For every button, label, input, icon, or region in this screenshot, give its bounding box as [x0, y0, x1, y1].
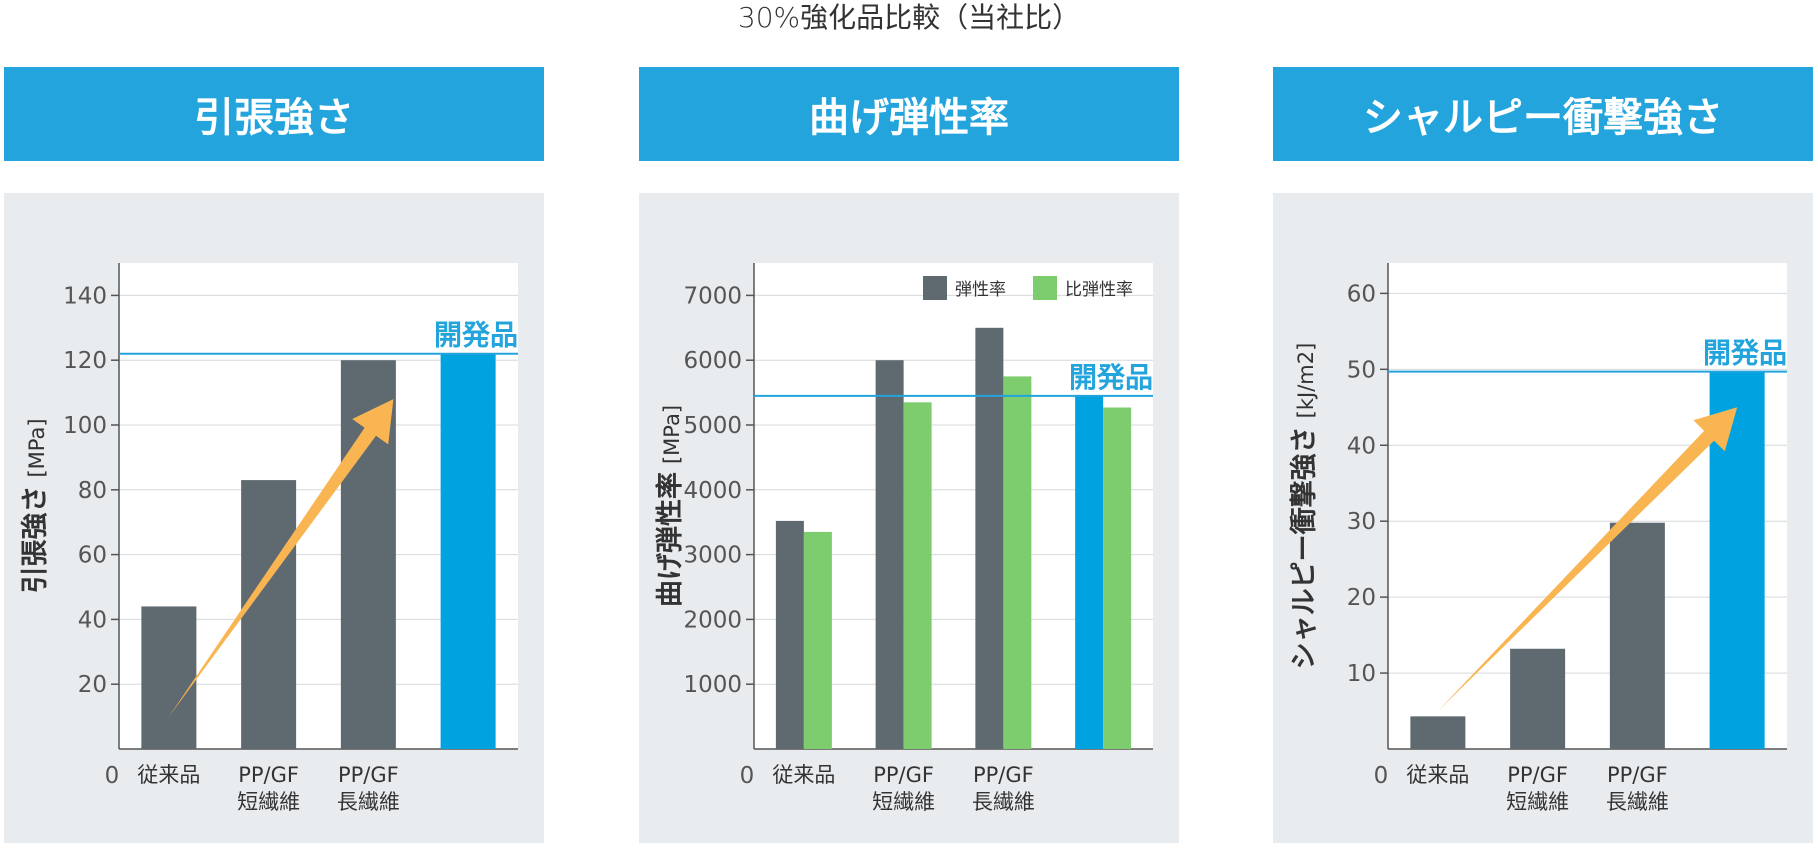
bar: [803, 531, 832, 749]
y-tick-label: 80: [78, 478, 107, 504]
y-tick-label: 30: [1347, 509, 1376, 535]
bar: [440, 353, 496, 749]
bar: [1003, 376, 1032, 749]
x-category-label: 長繊維: [1606, 790, 1669, 814]
y-tick-label: 4000: [683, 478, 742, 504]
x-category-label: 長繊維: [972, 790, 1035, 814]
y-tick-label: 5000: [683, 413, 742, 439]
y-tick-label: 60: [1347, 281, 1376, 307]
x-category-label: PP/GF: [973, 763, 1034, 787]
legend-label: 弾性率: [955, 280, 1006, 300]
x-category-label: 長繊維: [337, 790, 400, 814]
y-tick-label: 140: [63, 283, 107, 309]
legend-swatch: [923, 276, 947, 300]
trend-arrow: [1437, 407, 1738, 711]
x-category-label: PP/GF: [1607, 763, 1668, 787]
annotation-label: 開発品: [1069, 361, 1153, 394]
x-category-label: 短繊維: [237, 790, 300, 814]
y-tick-label: 1000: [683, 672, 742, 698]
bar: [1410, 716, 1466, 749]
bar: [875, 360, 904, 749]
origin-label: 0: [105, 763, 120, 789]
y-tick-label: 7000: [683, 283, 742, 309]
bar: [1103, 407, 1132, 749]
flexural-modulus-header: 曲げ弾性率: [639, 67, 1179, 161]
y-tick-label: 120: [63, 348, 107, 374]
origin-label: 0: [740, 763, 755, 789]
x-category-label: 従来品: [1406, 763, 1469, 787]
bar: [975, 327, 1004, 749]
y-tick-label: 20: [1347, 585, 1376, 611]
y-tick-label: 100: [63, 413, 107, 439]
y-tick-label: 50: [1347, 357, 1376, 383]
bar: [775, 520, 804, 749]
x-category-label: PP/GF: [873, 763, 934, 787]
bar: [1510, 648, 1566, 749]
x-category-label: 従来品: [772, 763, 835, 787]
charpy-impact-header: シャルピー衝撃強さ: [1273, 67, 1813, 161]
y-tick-label: 60: [78, 543, 107, 569]
y-tick-label: 3000: [683, 543, 742, 569]
tensile-strength-header: 引張強さ: [4, 67, 544, 161]
legend-label: 比弾性率: [1065, 280, 1133, 300]
y-axis-title: シャルピー衝撃強さ[kJ/m2]: [1289, 343, 1320, 670]
x-category-label: 短繊維: [1506, 790, 1569, 814]
y-tick-label: 10: [1347, 661, 1376, 687]
origin-label: 0: [1374, 763, 1389, 789]
page-title: 30%強化品比較（当社比）: [737, 1, 1081, 34]
x-category-label: PP/GF: [238, 763, 299, 787]
x-category-label: 従来品: [137, 763, 200, 787]
trend-arrow: [168, 399, 394, 717]
legend-swatch: [1033, 276, 1057, 300]
x-category-label: PP/GF: [338, 763, 399, 787]
annotation-label: 開発品: [1703, 337, 1787, 370]
y-tick-label: 20: [78, 672, 107, 698]
y-tick-label: 40: [1347, 433, 1376, 459]
bar: [903, 402, 932, 749]
y-axis-title: 曲げ弾性率[MPa]: [654, 405, 686, 607]
bar: [1609, 522, 1665, 749]
bar: [141, 606, 197, 749]
bar: [1075, 395, 1104, 749]
bar: [241, 480, 297, 749]
y-tick-label: 40: [78, 607, 107, 633]
x-category-label: 短繊維: [872, 790, 935, 814]
y-tick-label: 6000: [683, 348, 742, 374]
y-axis-title: 引張強さ[MPa]: [20, 418, 51, 593]
annotation-label: 開発品: [434, 319, 518, 352]
x-category-label: PP/GF: [1507, 763, 1568, 787]
y-tick-label: 2000: [683, 607, 742, 633]
